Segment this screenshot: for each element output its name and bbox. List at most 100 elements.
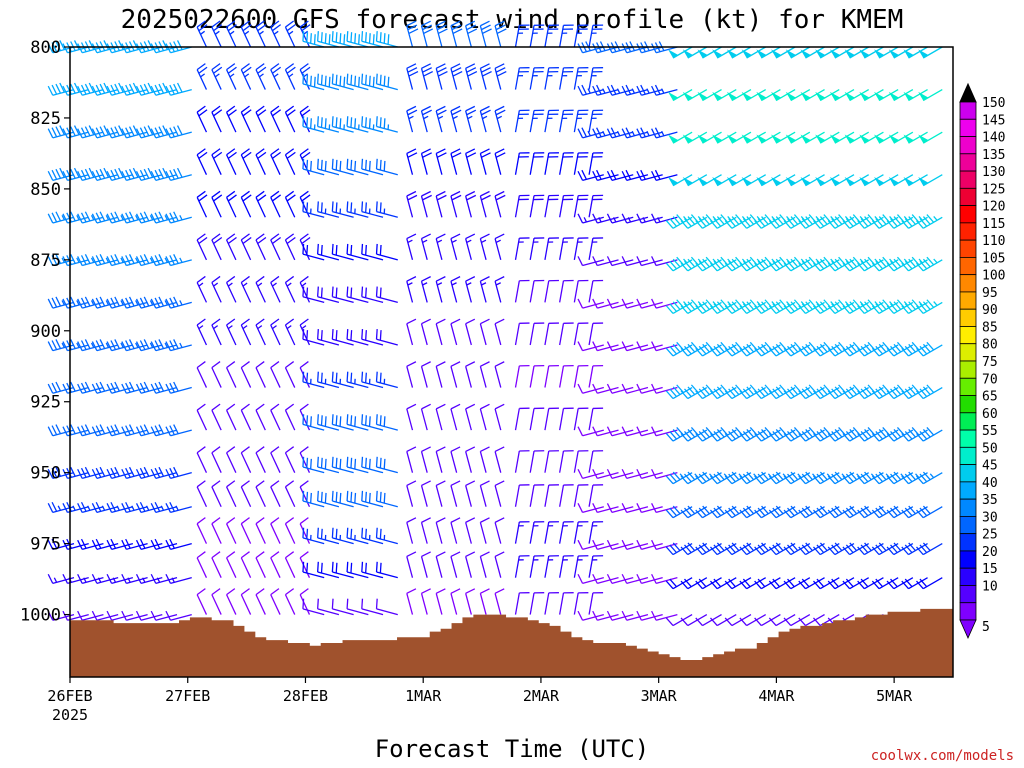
wind-barb	[91, 466, 119, 479]
wind-barb	[165, 296, 192, 309]
wind-barb	[621, 298, 649, 309]
colorbar-label: 105	[982, 251, 1005, 266]
wind-barb	[606, 169, 634, 182]
wind-barb	[270, 403, 281, 431]
wind-barb	[588, 555, 604, 578]
y-tick-label: 975	[30, 535, 61, 555]
x-axis-year: 2025	[52, 706, 88, 724]
wind-barb	[302, 158, 325, 176]
wind-barb	[62, 381, 89, 394]
wind-barb	[827, 341, 855, 357]
wind-barb	[621, 573, 649, 584]
wind-barb	[406, 361, 417, 388]
wind-barb	[588, 109, 604, 133]
wind-barb	[573, 194, 589, 218]
wind-barb	[724, 299, 752, 314]
wind-barb	[225, 361, 237, 388]
wind-barb	[592, 256, 619, 267]
wind-barb	[317, 598, 340, 616]
wind-barb	[577, 539, 604, 550]
wind-barb	[529, 67, 545, 90]
wind-barb	[346, 243, 369, 261]
wind-barb	[827, 471, 855, 485]
wind-barb	[420, 403, 431, 431]
wind-barb	[741, 89, 767, 102]
wind-barb	[559, 592, 574, 615]
wind-barb	[588, 24, 604, 48]
wind-barb	[695, 256, 722, 272]
wind-barb	[361, 598, 384, 616]
wind-barb	[636, 383, 663, 394]
colorbar-label: 40	[982, 476, 998, 491]
x-axis-title: Forecast Time (UTC)	[375, 735, 650, 763]
wind-barb	[302, 490, 325, 508]
wind-barb	[573, 484, 589, 507]
wind-barb	[196, 588, 208, 615]
wind-barb	[479, 318, 490, 346]
wind-barb	[621, 539, 649, 550]
wind-barb	[573, 109, 589, 133]
wind-barb	[406, 517, 417, 544]
wind-barb	[406, 105, 418, 133]
wind-barb	[697, 89, 722, 102]
wind-barb	[741, 46, 767, 59]
x-tick-label: 27FEB	[165, 687, 210, 705]
wind-barb	[621, 468, 649, 479]
colorbar-top-arrow	[959, 82, 977, 103]
y-tick-label: 950	[30, 464, 61, 484]
wind-barb	[77, 167, 104, 182]
wind-barb	[375, 243, 398, 261]
wind-barb	[450, 551, 461, 578]
wind-barb	[406, 233, 417, 261]
wind-barb	[514, 521, 530, 544]
wind-barb	[888, 46, 914, 59]
wind-barb	[62, 125, 89, 139]
wind-barb	[406, 446, 417, 473]
wind-barb	[284, 190, 296, 218]
wind-barb	[270, 361, 281, 388]
wind-barb	[592, 573, 619, 584]
colorbar-segment	[959, 291, 977, 310]
wind-barb	[592, 127, 619, 139]
colorbar-label: 90	[982, 303, 998, 318]
wind-barb	[577, 127, 604, 139]
wind-barb	[121, 254, 148, 267]
wind-barb	[121, 466, 148, 479]
wind-barb	[331, 490, 354, 508]
colorbar-segment	[959, 136, 977, 155]
wind-barb	[62, 501, 89, 514]
wind-barb	[375, 116, 398, 133]
wind-barb	[299, 190, 311, 218]
wind-barb	[871, 427, 899, 442]
wind-barb	[135, 501, 163, 514]
credit-link[interactable]: coolwx.com/models	[871, 748, 1014, 764]
colorbar-segment	[959, 360, 977, 379]
colorbar-segment	[959, 274, 977, 293]
wind-barb	[697, 46, 722, 59]
wind-barb	[450, 148, 462, 175]
colorbar-segment	[959, 239, 977, 258]
colorbar-segment	[959, 395, 977, 414]
wind-barb	[106, 82, 134, 96]
wind-barb	[299, 361, 311, 388]
wind-barb	[577, 573, 604, 584]
wind-barb	[857, 505, 884, 519]
wind-barb	[106, 501, 134, 514]
wind-barb	[741, 131, 767, 144]
wind-barb	[225, 517, 237, 544]
wind-barb	[544, 484, 559, 507]
wind-barb	[331, 371, 354, 389]
wind-barb	[150, 254, 178, 267]
wind-barb	[739, 299, 767, 314]
wind-barb	[284, 480, 296, 508]
wind-barb	[91, 381, 119, 394]
wind-barb	[754, 299, 781, 314]
wind-barb	[240, 318, 252, 346]
wind-barb	[871, 214, 899, 229]
wind-barb	[346, 456, 369, 474]
wind-barb	[135, 610, 163, 621]
wind-barb	[577, 341, 604, 352]
wind-barb	[668, 46, 693, 59]
wind-barb	[77, 339, 104, 352]
wind-barb	[651, 298, 678, 309]
